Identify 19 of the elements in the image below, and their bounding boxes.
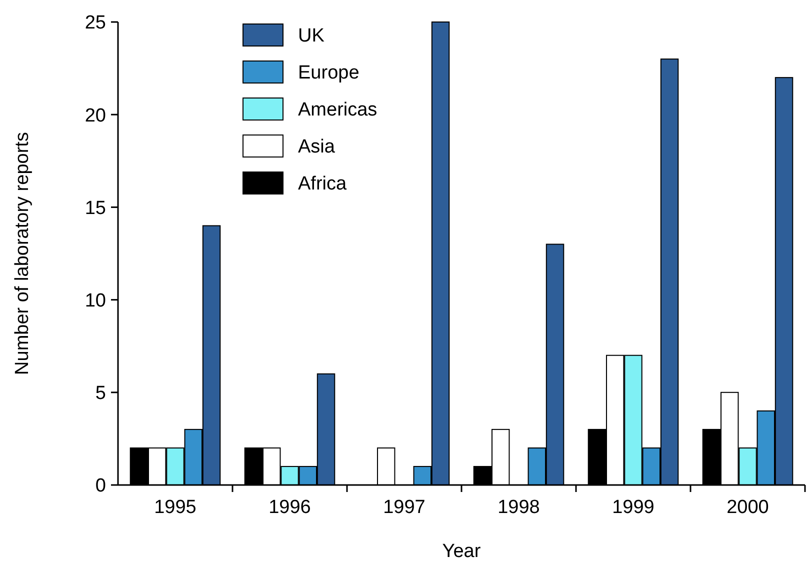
legend-label: UK [298, 26, 325, 47]
legend-label: Americas [298, 100, 378, 121]
legend-label: Asia [298, 136, 336, 158]
y-tick-label: 20 [84, 105, 106, 126]
x-tick-label: 1995 [154, 497, 196, 518]
y-tick-label: 15 [84, 198, 106, 219]
x-tick-label: 1998 [498, 497, 540, 518]
y-tick-label: 10 [84, 290, 106, 312]
y-tick-label: 25 [84, 12, 106, 34]
legend-label: Europe [298, 62, 360, 84]
x-tick-label: 1999 [612, 497, 654, 518]
x-tick-label: 2000 [726, 497, 769, 518]
y-tick-label: 5 [95, 383, 106, 404]
y-tick-label: 0 [95, 476, 106, 497]
x-tick-label: 1996 [268, 497, 311, 518]
x-tick-label: 1997 [383, 497, 426, 518]
x-axis-title: Year [442, 541, 482, 562]
y-axis-title: Number of laboratory reports [12, 132, 33, 375]
legend-label: Africa [298, 174, 347, 195]
